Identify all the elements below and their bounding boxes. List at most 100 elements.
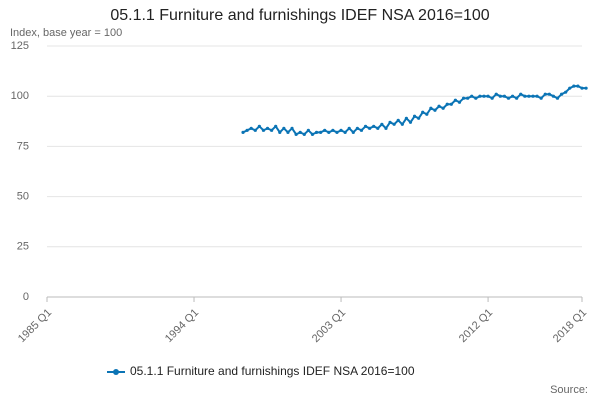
y-axis-label: Index, base year = 100 (10, 27, 122, 39)
point (302, 132, 306, 136)
x-tick-label: 1985 Q1 (16, 307, 54, 345)
point (323, 128, 327, 132)
y-tick-label: 100 (11, 90, 29, 102)
point (359, 128, 364, 132)
point (441, 106, 445, 110)
point (319, 130, 323, 134)
point (298, 130, 302, 134)
point (457, 100, 462, 104)
y-tick-label: 125 (11, 40, 29, 52)
point (310, 132, 315, 136)
legend-marker (113, 369, 119, 375)
point (498, 94, 502, 98)
point (417, 116, 421, 120)
y-tick-label: 50 (17, 191, 29, 203)
legend-label: 05.1.1 Furniture and furnishings IDEF NS… (130, 364, 415, 378)
point (245, 128, 249, 132)
point (559, 92, 564, 96)
point (368, 126, 372, 130)
point (274, 124, 278, 128)
point (290, 126, 294, 130)
point (510, 94, 515, 98)
point (490, 96, 494, 100)
point (470, 94, 474, 98)
x-tick-label: 2012 Q1 (457, 307, 495, 345)
point (388, 120, 392, 124)
point (580, 86, 584, 90)
point (396, 118, 400, 122)
x-tick-label: 2003 Q1 (310, 307, 348, 345)
series-line (242, 85, 587, 136)
point (584, 86, 588, 90)
point (523, 94, 527, 98)
point (392, 122, 396, 126)
point (453, 98, 457, 102)
point (482, 94, 486, 98)
point (539, 96, 543, 100)
point (515, 96, 519, 100)
chart-title: 05.1.1 Furniture and furnishings IDEF NS… (110, 7, 489, 24)
point (551, 94, 556, 98)
point (278, 130, 282, 134)
point (265, 126, 270, 130)
point (547, 92, 551, 96)
point (576, 84, 580, 88)
point (327, 130, 331, 134)
y-tick-label: 75 (17, 140, 29, 152)
point (347, 126, 351, 130)
point (270, 128, 274, 132)
point (461, 96, 466, 100)
point (429, 106, 433, 110)
point (331, 128, 335, 132)
point (380, 122, 384, 126)
point (261, 128, 266, 132)
y-tick-label: 0 (23, 291, 29, 303)
point (474, 96, 478, 100)
point (506, 96, 511, 100)
point (372, 124, 376, 128)
point (486, 94, 490, 98)
point (253, 128, 257, 132)
x-tick-label: 1994 Q1 (163, 307, 201, 345)
point (249, 126, 253, 130)
point (494, 92, 498, 96)
y-tick-label: 25 (17, 241, 29, 253)
point (449, 102, 453, 106)
point (282, 126, 286, 130)
point (404, 116, 408, 120)
point (466, 96, 470, 100)
point (294, 132, 298, 136)
point (555, 96, 560, 100)
point (543, 92, 547, 96)
x-tick-label: 2018 Q1 (551, 307, 589, 345)
point (564, 90, 568, 94)
point (306, 128, 310, 132)
point (384, 126, 388, 130)
point (351, 130, 355, 134)
point (437, 104, 441, 108)
point (445, 102, 449, 106)
point (286, 130, 290, 134)
point (400, 122, 404, 126)
point (527, 94, 531, 98)
point (502, 94, 507, 98)
point (568, 86, 572, 90)
point (433, 108, 437, 112)
point (339, 128, 343, 132)
point (355, 126, 359, 130)
point (314, 130, 319, 134)
point (412, 114, 417, 118)
point (478, 94, 482, 98)
point (535, 94, 539, 98)
point (425, 112, 429, 116)
point (335, 130, 339, 134)
point (363, 124, 368, 128)
point (572, 84, 576, 88)
point (519, 92, 523, 96)
point (376, 126, 380, 130)
point (257, 124, 261, 128)
point (421, 110, 425, 114)
source: Source: (550, 384, 588, 396)
point (343, 130, 347, 134)
